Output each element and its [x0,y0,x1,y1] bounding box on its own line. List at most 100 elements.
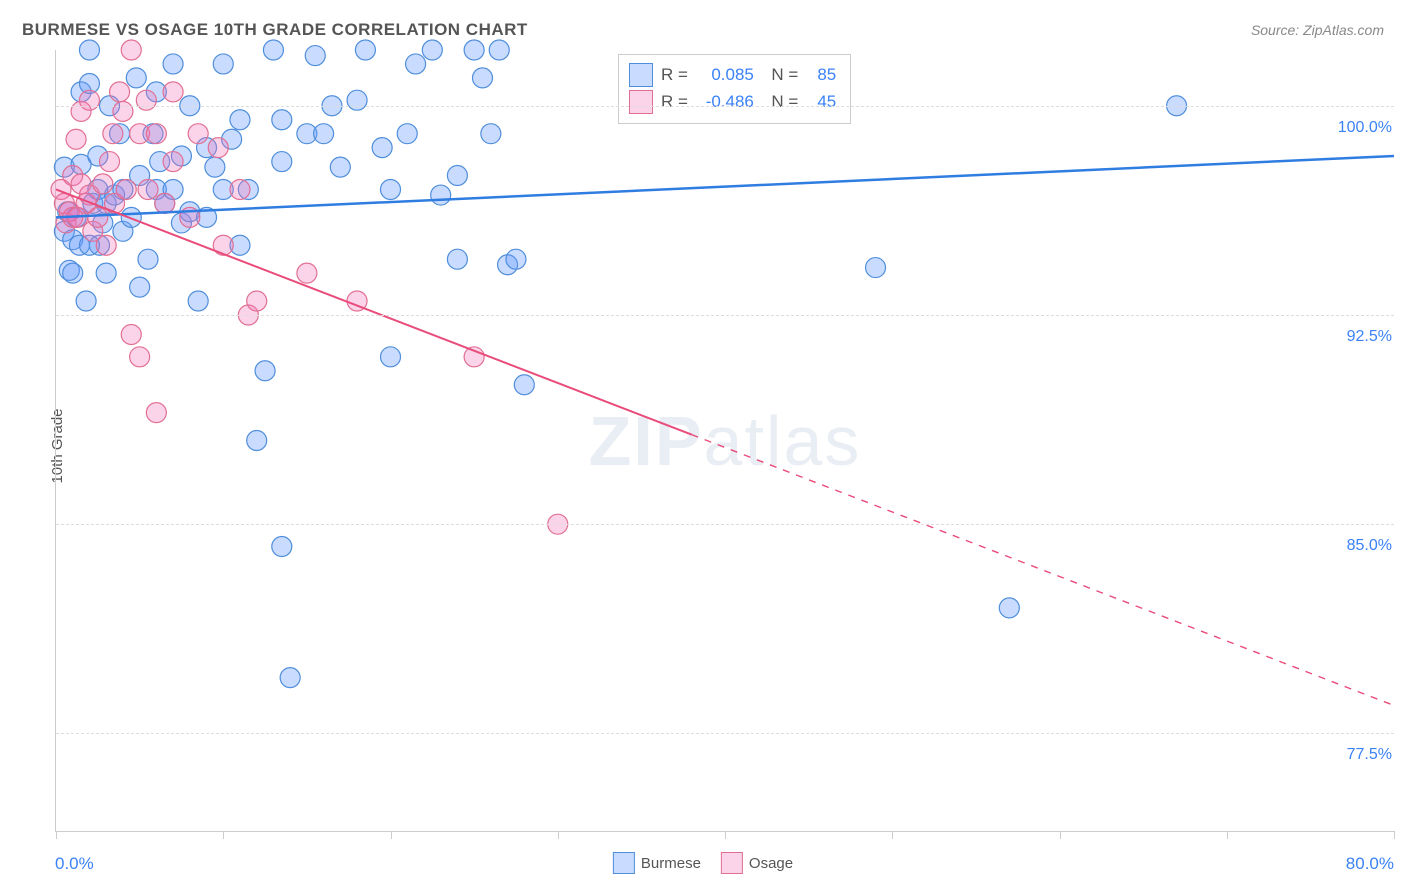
chart-title: BURMESE VS OSAGE 10TH GRADE CORRELATION … [22,20,528,40]
data-point-osage [297,263,317,283]
data-point-burmese [305,46,325,66]
data-point-osage [155,193,175,213]
data-point-burmese [76,291,96,311]
chart-source: Source: ZipAtlas.com [1251,22,1384,38]
grid-line [56,733,1394,734]
data-point-burmese [272,536,292,556]
y-tick-label: 92.5% [1347,328,1396,346]
data-point-burmese [63,263,83,283]
grid-line [56,106,1394,107]
data-point-osage [66,129,86,149]
y-tick-label: 77.5% [1347,746,1396,764]
plot-area: ZIPatlas R =0.085 N =85R =-0.486 N =45 1… [55,50,1394,832]
x-tick [1227,831,1228,839]
data-point-burmese [347,90,367,110]
data-point-osage [146,403,166,423]
data-point-burmese [330,157,350,177]
data-point-osage [163,82,183,102]
data-point-osage [247,291,267,311]
data-point-burmese [999,598,1019,618]
data-point-osage [130,347,150,367]
data-point-burmese [188,291,208,311]
data-point-burmese [489,40,509,60]
data-point-osage [146,124,166,144]
x-tick [56,831,57,839]
stats-r-value: 0.085 [696,61,754,88]
x-tick [725,831,726,839]
data-point-burmese [79,40,99,60]
data-point-osage [163,152,183,172]
data-point-osage [136,90,156,110]
x-tick [223,831,224,839]
trend-line-osage [56,189,692,434]
stats-r-label: R = [661,88,688,115]
data-point-burmese [263,40,283,60]
data-point-burmese [464,40,484,60]
legend-item-burmese: Burmese [613,852,701,874]
data-point-osage [138,179,158,199]
data-point-osage [188,124,208,144]
data-point-burmese [431,185,451,205]
legend-swatch-burmese [613,852,635,874]
data-point-burmese [506,249,526,269]
data-point-burmese [866,258,886,278]
chart-header: BURMESE VS OSAGE 10TH GRADE CORRELATION … [22,18,1384,42]
stats-n-label: N = [762,61,798,88]
data-point-burmese [272,152,292,172]
data-point-burmese [247,431,267,451]
stats-n-value: 85 [806,61,836,88]
stats-r-value: -0.486 [696,88,754,115]
data-point-burmese [314,124,334,144]
data-point-burmese [447,166,467,186]
grid-line [56,524,1394,525]
legend-item-osage: Osage [721,852,793,874]
data-point-burmese [121,207,141,227]
y-tick-label: 85.0% [1347,537,1396,555]
grid-line [56,315,1394,316]
data-point-burmese [163,54,183,74]
data-point-osage [121,325,141,345]
data-point-osage [96,235,116,255]
plot-svg [56,50,1394,831]
stats-row-burmese: R = 0.085 N = 85 [629,61,836,88]
y-tick-label: 100.0% [1338,119,1396,137]
data-point-osage [110,82,130,102]
x-tick [558,831,559,839]
stats-n-label: N = [762,88,798,115]
data-point-burmese [514,375,534,395]
data-point-osage [116,179,136,199]
data-point-osage [113,101,133,121]
legend-label: Osage [749,855,793,872]
legend-swatch-burmese [629,63,653,87]
stats-n-value: 45 [806,88,836,115]
data-point-burmese [422,40,442,60]
stats-legend: R = 0.085 N = 85 R = -0.486 N = 45 [618,54,851,124]
x-axis-max: 80.0% [1346,854,1394,874]
data-point-osage [230,179,250,199]
trend-line-osage-extrapolated [692,435,1394,706]
data-point-burmese [381,347,401,367]
data-point-burmese [255,361,275,381]
data-point-osage [121,40,141,60]
data-point-burmese [397,124,417,144]
data-point-osage [208,138,228,158]
data-point-osage [88,207,108,227]
bottom-legend: Burmese Osage [613,852,793,874]
x-tick [892,831,893,839]
data-point-burmese [481,124,501,144]
data-point-burmese [205,157,225,177]
stats-r-label: R = [661,61,688,88]
data-point-burmese [96,263,116,283]
data-point-burmese [230,110,250,130]
legend-label: Burmese [641,855,701,872]
x-tick [391,831,392,839]
data-point-osage [79,90,99,110]
data-point-burmese [213,54,233,74]
data-point-burmese [447,249,467,269]
data-point-burmese [406,54,426,74]
data-point-burmese [272,110,292,130]
data-point-burmese [355,40,375,60]
stats-row-osage: R = -0.486 N = 45 [629,88,836,115]
x-axis-min: 0.0% [55,854,94,874]
x-tick [1394,831,1395,839]
